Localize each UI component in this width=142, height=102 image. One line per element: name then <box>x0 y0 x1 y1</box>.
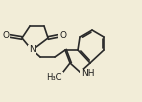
Text: N: N <box>29 45 35 54</box>
Text: NH: NH <box>81 69 95 79</box>
Text: O: O <box>2 32 9 40</box>
Text: H₃C: H₃C <box>47 73 62 82</box>
Text: O: O <box>59 32 66 40</box>
